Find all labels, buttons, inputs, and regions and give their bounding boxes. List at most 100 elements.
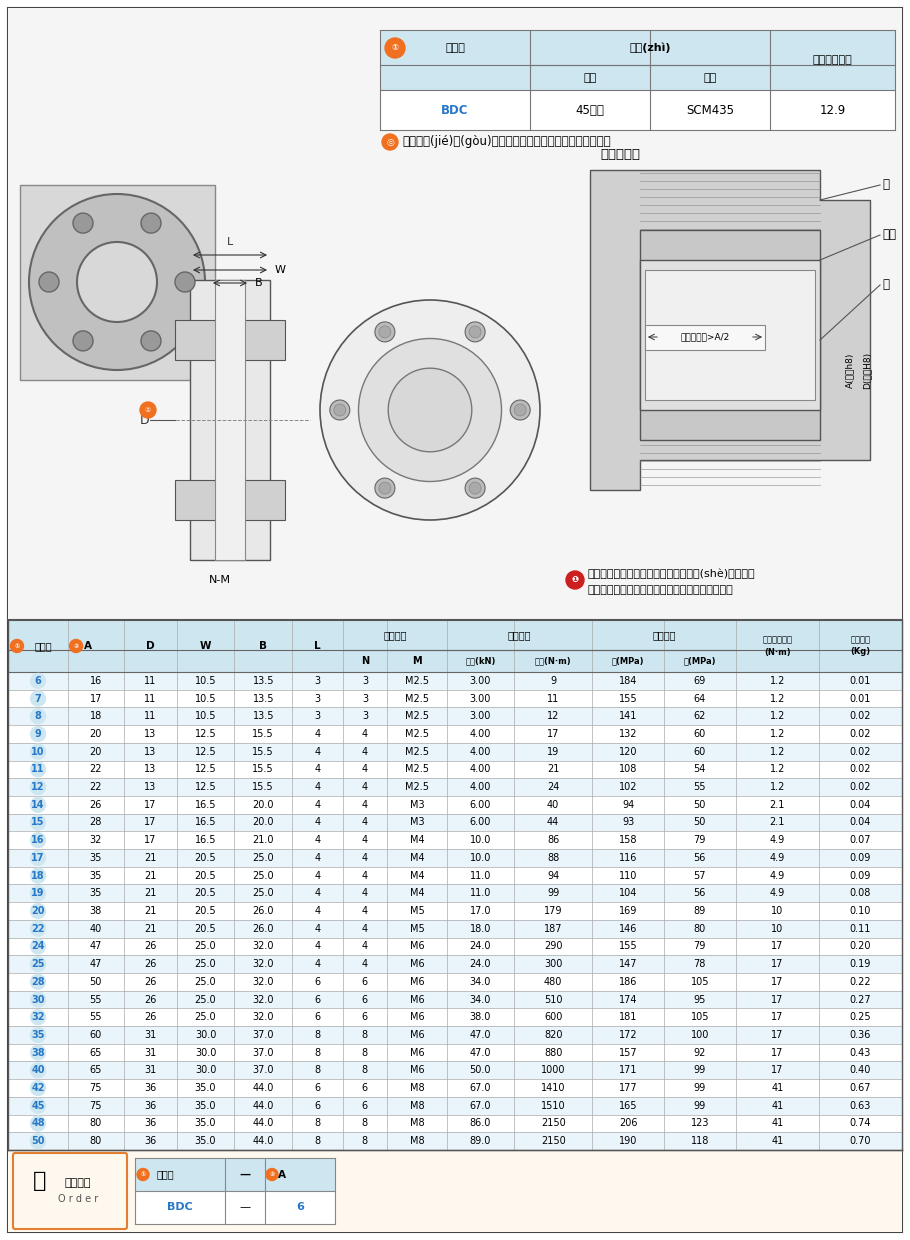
Text: 0.04: 0.04 (850, 817, 871, 827)
Bar (135, 1190, 335, 1224)
Text: 24.0: 24.0 (470, 941, 491, 951)
Text: 44.0: 44.0 (253, 1101, 274, 1111)
Text: 31: 31 (144, 1048, 157, 1058)
Bar (8, 760, 902, 779)
Bar (8, 1132, 902, 1149)
Text: M3: M3 (410, 817, 424, 827)
Text: 44: 44 (547, 817, 560, 827)
Bar (8, 813, 902, 831)
Text: 25.0: 25.0 (195, 1012, 217, 1022)
Text: 21: 21 (144, 888, 157, 898)
Text: 11: 11 (31, 764, 45, 774)
Text: 4: 4 (362, 853, 368, 863)
Text: 20.5: 20.5 (195, 853, 217, 863)
Circle shape (31, 975, 46, 990)
Text: 4.9: 4.9 (770, 870, 785, 880)
Bar (8, 1079, 902, 1097)
Text: 37.0: 37.0 (252, 1065, 274, 1075)
Text: 55: 55 (693, 782, 706, 792)
Text: 600: 600 (544, 1012, 562, 1022)
Text: 17: 17 (144, 800, 157, 810)
Text: M6: M6 (410, 941, 424, 951)
Text: 17: 17 (771, 994, 784, 1004)
Bar (175, 320, 285, 360)
Text: 0.10: 0.10 (850, 906, 871, 916)
Text: 174: 174 (619, 994, 638, 1004)
Text: 4.9: 4.9 (770, 888, 785, 898)
Circle shape (514, 404, 526, 415)
Text: 36: 36 (144, 1118, 157, 1128)
Circle shape (359, 339, 501, 481)
Text: 65: 65 (89, 1065, 102, 1075)
Text: 54: 54 (693, 764, 706, 774)
Circle shape (31, 797, 46, 812)
Text: 0.67: 0.67 (850, 1083, 871, 1092)
Text: 0.36: 0.36 (850, 1030, 871, 1040)
Text: 10: 10 (31, 746, 45, 756)
Text: 12.5: 12.5 (195, 782, 217, 792)
Text: 89.0: 89.0 (470, 1136, 491, 1146)
Circle shape (31, 815, 46, 830)
Text: 37.0: 37.0 (252, 1048, 274, 1058)
Text: N-M: N-M (209, 575, 231, 585)
Bar (8, 707, 902, 725)
Circle shape (465, 322, 485, 342)
Bar (640, 229, 820, 440)
Text: 4: 4 (315, 836, 320, 846)
Text: 480: 480 (544, 977, 562, 987)
Bar (8, 672, 902, 689)
Text: 21.0: 21.0 (252, 836, 274, 846)
Text: 67.0: 67.0 (470, 1083, 491, 1092)
Text: 41: 41 (771, 1118, 784, 1128)
Text: 17: 17 (771, 977, 784, 987)
Text: 螺栓: 螺栓 (703, 73, 717, 83)
Circle shape (39, 272, 59, 291)
Text: 4: 4 (362, 924, 368, 934)
Text: 157: 157 (619, 1048, 638, 1058)
Circle shape (29, 193, 205, 370)
Circle shape (31, 673, 46, 688)
Text: 21: 21 (144, 853, 157, 863)
Text: 22: 22 (89, 782, 102, 792)
Text: 1.2: 1.2 (770, 729, 785, 739)
Text: 40: 40 (31, 1065, 45, 1075)
Text: —: — (239, 1203, 250, 1213)
Text: 17: 17 (144, 817, 157, 827)
Text: M6: M6 (410, 959, 424, 970)
Text: 35.0: 35.0 (195, 1118, 217, 1128)
Text: 0.09: 0.09 (850, 853, 871, 863)
Text: 177: 177 (619, 1083, 638, 1092)
Text: 190: 190 (619, 1136, 637, 1146)
Bar (640, 260, 820, 410)
Text: 20.5: 20.5 (195, 870, 217, 880)
Bar (8, 620, 902, 650)
Circle shape (31, 904, 46, 919)
Text: 18.0: 18.0 (470, 924, 491, 934)
Text: 1.2: 1.2 (770, 693, 785, 703)
Text: 78: 78 (693, 959, 706, 970)
Text: 75: 75 (89, 1101, 102, 1111)
Text: M6: M6 (410, 1012, 424, 1022)
Text: 6: 6 (315, 977, 320, 987)
Text: 11.0: 11.0 (470, 870, 491, 880)
Text: 3.00: 3.00 (470, 712, 491, 722)
Text: 6: 6 (362, 1083, 368, 1092)
Text: 8: 8 (362, 1065, 368, 1075)
Bar (190, 280, 270, 560)
Text: 67.0: 67.0 (470, 1101, 491, 1111)
Bar (8, 1061, 902, 1079)
Text: M2.5: M2.5 (405, 746, 429, 756)
Text: 3: 3 (315, 676, 320, 686)
Text: 50: 50 (31, 1136, 45, 1146)
Text: 26: 26 (144, 959, 157, 970)
Text: 17: 17 (771, 1065, 784, 1075)
Text: 38.0: 38.0 (470, 1012, 491, 1022)
Circle shape (31, 851, 46, 866)
Text: M8: M8 (410, 1118, 424, 1128)
Text: 99: 99 (547, 888, 560, 898)
Text: M2.5: M2.5 (405, 729, 429, 739)
Text: 6.00: 6.00 (470, 817, 491, 827)
Bar (8, 955, 902, 973)
Text: 11: 11 (144, 676, 157, 686)
Circle shape (31, 709, 46, 724)
